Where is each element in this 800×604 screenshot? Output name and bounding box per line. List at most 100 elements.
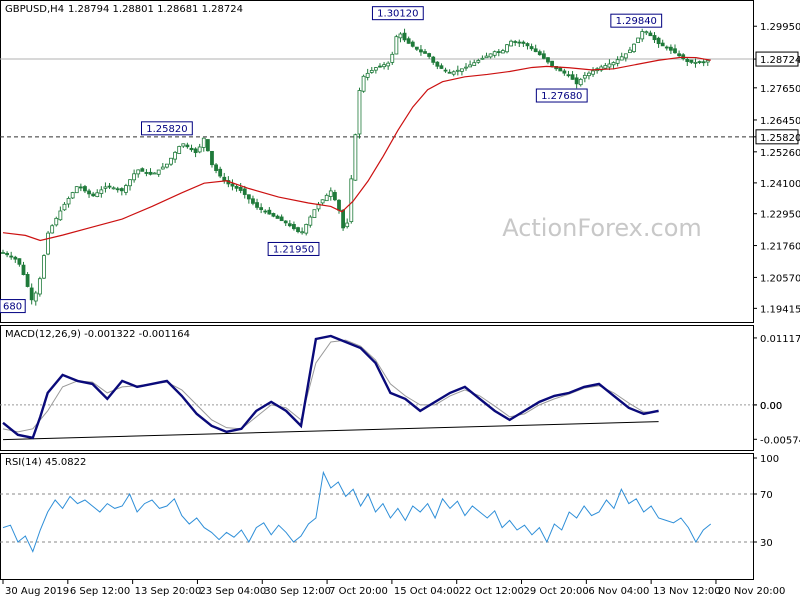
candle-body[interactable] — [365, 72, 370, 78]
candle-body[interactable] — [337, 199, 341, 211]
candle-body[interactable] — [550, 60, 554, 67]
candle-body[interactable] — [37, 278, 42, 295]
candle-body[interactable] — [164, 163, 169, 168]
candle-body[interactable] — [390, 53, 395, 63]
candle-body[interactable] — [169, 157, 173, 165]
candle-body[interactable] — [427, 53, 432, 57]
candle-body[interactable] — [54, 217, 59, 226]
candle-body[interactable] — [464, 66, 468, 69]
candle-body[interactable] — [66, 198, 71, 205]
candle-body[interactable] — [673, 48, 677, 54]
candle-body[interactable] — [353, 134, 358, 181]
candle-body[interactable] — [74, 186, 79, 194]
candle-body[interactable] — [283, 220, 288, 224]
candle-body[interactable] — [246, 194, 251, 200]
candle-body[interactable] — [62, 203, 67, 211]
candle-body[interactable] — [296, 227, 300, 233]
candle-body[interactable] — [619, 56, 624, 61]
candle-body[interactable] — [275, 215, 280, 219]
candle-body[interactable] — [83, 186, 87, 192]
candle-body[interactable] — [259, 207, 264, 211]
candle-body[interactable] — [636, 37, 641, 43]
candle-body[interactable] — [423, 51, 427, 54]
candle-body[interactable] — [500, 50, 505, 54]
candle-body[interactable] — [648, 32, 653, 37]
candle-body[interactable] — [451, 71, 456, 75]
candle-body[interactable] — [652, 35, 657, 41]
candle-body[interactable] — [414, 46, 419, 50]
candle-body[interactable] — [492, 51, 497, 56]
candle-body[interactable] — [460, 68, 464, 72]
candle-body[interactable] — [197, 146, 202, 153]
candle-body[interactable] — [21, 264, 26, 276]
candle-body[interactable] — [406, 38, 411, 44]
candle-body[interactable] — [5, 252, 9, 256]
candle-body[interactable] — [615, 59, 620, 64]
candle-body[interactable] — [582, 74, 587, 79]
candle-body[interactable] — [17, 258, 22, 265]
candle-body[interactable] — [558, 67, 563, 72]
candle-body[interactable] — [431, 56, 436, 63]
candle-body[interactable] — [701, 61, 706, 64]
candle-body[interactable] — [591, 70, 595, 75]
candle-body[interactable] — [357, 90, 362, 135]
candle-body[interactable] — [238, 186, 243, 191]
candle-body[interactable] — [124, 185, 128, 193]
candle-body[interactable] — [193, 148, 198, 154]
candle-body[interactable] — [562, 70, 567, 74]
candle-body[interactable] — [349, 178, 354, 223]
candle-body[interactable] — [255, 202, 259, 208]
candle-body[interactable] — [603, 65, 608, 69]
candle-body[interactable] — [705, 60, 710, 63]
candle-body[interactable] — [525, 43, 530, 47]
candle-body[interactable] — [136, 169, 141, 175]
candle-body[interactable] — [546, 57, 550, 63]
candle-body[interactable] — [312, 209, 317, 218]
candle-body[interactable] — [369, 70, 374, 73]
candle-body[interactable] — [1, 252, 5, 254]
candle-body[interactable] — [505, 44, 509, 53]
candle-body[interactable] — [292, 224, 296, 230]
candle-body[interactable] — [328, 190, 333, 197]
candle-body[interactable] — [287, 223, 292, 227]
candle-body[interactable] — [664, 46, 669, 49]
candle-body[interactable] — [222, 176, 227, 181]
candle-body[interactable] — [697, 61, 702, 63]
candle-body[interactable] — [70, 192, 75, 199]
candle-body[interactable] — [242, 188, 247, 195]
candle-body[interactable] — [185, 144, 190, 148]
candle-body[interactable] — [480, 57, 485, 60]
candle-body[interactable] — [140, 168, 145, 172]
candle-body[interactable] — [99, 189, 104, 194]
candle-body[interactable] — [87, 190, 91, 195]
candle-body[interactable] — [156, 169, 161, 175]
candle-body[interactable] — [566, 74, 571, 77]
candle-body[interactable] — [189, 147, 194, 151]
candle-body[interactable] — [689, 59, 694, 63]
candle-body[interactable] — [115, 188, 120, 191]
candle-body[interactable] — [484, 55, 489, 59]
candle-body[interactable] — [267, 209, 272, 215]
candle-body[interactable] — [693, 61, 698, 64]
candle-body[interactable] — [628, 49, 632, 54]
candle-body[interactable] — [656, 37, 661, 45]
candle-body[interactable] — [271, 213, 276, 217]
macd-panel[interactable] — [0, 325, 754, 451]
candle-body[interactable] — [611, 62, 616, 66]
candle-body[interactable] — [685, 59, 690, 62]
candle-body[interactable] — [632, 43, 636, 53]
candle-body[interactable] — [361, 75, 366, 92]
candle-body[interactable] — [435, 61, 440, 67]
candle-body[interactable] — [517, 41, 522, 44]
candle-body[interactable] — [587, 72, 591, 77]
candle-body[interactable] — [574, 77, 579, 85]
candle-body[interactable] — [386, 62, 391, 67]
candle-body[interactable] — [488, 53, 493, 58]
candle-body[interactable] — [419, 49, 423, 53]
candle-body[interactable] — [533, 48, 538, 53]
candle-body[interactable] — [398, 33, 403, 39]
candle-body[interactable] — [509, 40, 513, 47]
candle-body[interactable] — [308, 216, 313, 226]
candle-body[interactable] — [332, 192, 337, 201]
candle-body[interactable] — [320, 199, 325, 204]
